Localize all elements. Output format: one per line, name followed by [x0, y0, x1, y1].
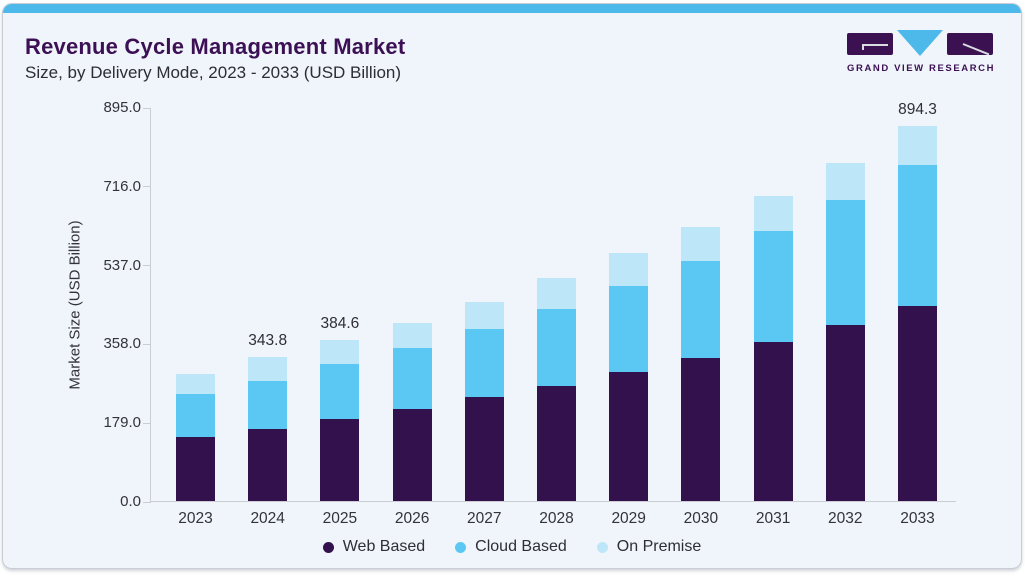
- bar-segment-on-premise: [176, 373, 215, 394]
- bar-segment-cloud-based: [392, 348, 432, 409]
- y-tick-mark: [143, 107, 151, 109]
- page-title: Revenue Cycle Management Market: [25, 34, 406, 59]
- x-tick-label: 2023: [178, 510, 213, 527]
- bar-segment-on-premise: [392, 322, 432, 349]
- bar-segment-web-based: [248, 428, 288, 501]
- x-tick-label: 2032: [828, 510, 863, 527]
- x-tick-label: 2030: [683, 510, 719, 527]
- y-tick-label: 716.0: [103, 177, 141, 195]
- bar-segment-cloud-based: [681, 261, 721, 359]
- logo-v-icon: [897, 29, 943, 56]
- bar-segment-on-premise: [464, 302, 504, 329]
- logo-glyphs: [847, 29, 993, 56]
- y-tick-mark: [143, 422, 151, 424]
- bar-segment-cloud-based: [248, 380, 288, 429]
- chart-card: Revenue Cycle Management Market Size, by…: [2, 3, 1022, 569]
- bar-segment-web-based: [176, 436, 215, 501]
- accent-strip: [3, 4, 1021, 13]
- bar-segment-on-premise: [248, 356, 288, 381]
- bar-segment-cloud-based: [825, 200, 865, 325]
- y-tick-mark: [143, 186, 151, 188]
- bar-segment-on-premise: [609, 253, 649, 286]
- bar-segment-cloud-based: [176, 393, 215, 437]
- y-tick-mark: [143, 265, 151, 267]
- bar-total-label: 343.8: [248, 331, 288, 349]
- legend-label: Cloud Based: [475, 538, 567, 555]
- bar-segment-cloud-based: [898, 165, 937, 307]
- bar-segment-web-based: [537, 385, 576, 501]
- y-tick-mark: [143, 501, 151, 503]
- bar-segment-on-premise: [320, 339, 360, 364]
- legend-dot-icon: [455, 541, 467, 553]
- legend-dot-icon: [322, 541, 334, 553]
- x-tick-label: 2026: [394, 510, 430, 527]
- bar-segment-cloud-based: [609, 285, 649, 373]
- plot-area: 0.0 179.0 358.0 537.0 716.0 895.0 2023 2024 343.…: [103, 99, 956, 527]
- x-tick-label: 2028: [539, 510, 574, 527]
- y-tick-label: 895.0: [103, 99, 141, 116]
- bar-segment-cloud-based: [320, 363, 360, 420]
- bar-segment-web-based: [681, 358, 721, 501]
- x-tick-label: 2031: [755, 510, 791, 527]
- logo-g-icon: [847, 32, 893, 55]
- logo-r-icon: [947, 32, 993, 55]
- x-tick-label: 2027: [467, 510, 502, 527]
- x-tick-label: 2029: [611, 510, 646, 527]
- bar-segment-web-based: [392, 408, 432, 501]
- bar-segment-cloud-based: [753, 230, 793, 343]
- chart-subtitle: Size, by Delivery Mode, 2023 - 2033 (USD…: [25, 63, 402, 82]
- bar-total-label: 384.6: [320, 314, 360, 332]
- grand-view-research-logo: GRAND VIEW RESEARCH: [847, 29, 996, 74]
- chart-legend: Web Based Cloud Based On Premise: [3, 538, 1021, 556]
- bar-segment-on-premise: [681, 227, 721, 262]
- bar-segment-on-premise: [753, 196, 793, 231]
- y-tick-label: 358.0: [103, 335, 141, 353]
- bar-segment-web-based: [464, 396, 504, 501]
- bar-segment-on-premise: [537, 278, 576, 309]
- bar-segment-web-based: [825, 324, 865, 501]
- y-tick-label: 179.0: [103, 414, 141, 432]
- x-tick-label: 2025: [322, 510, 358, 527]
- bar-segment-cloud-based: [464, 328, 504, 397]
- legend-dot-icon: [596, 541, 608, 553]
- bar-segment-web-based: [753, 342, 793, 501]
- y-axis-title: Market Size (USD Billion): [66, 220, 84, 390]
- x-tick-label: 2033: [900, 510, 935, 527]
- legend-item: Web Based: [322, 538, 426, 556]
- bar-segment-on-premise: [825, 163, 865, 201]
- legend-item: Cloud Based: [455, 538, 567, 556]
- y-tick-label: 0.0: [120, 493, 141, 510]
- bar-segment-web-based: [320, 419, 360, 501]
- bar-segment-cloud-based: [537, 308, 576, 386]
- x-tick-label: 2024: [250, 510, 285, 527]
- y-tick-mark: [143, 343, 151, 345]
- bar-segment-web-based: [609, 372, 649, 501]
- legend-label: On Premise: [616, 538, 702, 555]
- y-tick-label: 537.0: [103, 256, 141, 274]
- logo-wordmark: GRAND VIEW RESEARCH: [847, 63, 996, 74]
- legend-item: On Premise: [596, 538, 702, 556]
- bar-total-label: 894.3: [898, 101, 937, 119]
- bar-segment-web-based: [898, 306, 937, 501]
- bar-segment-on-premise: [898, 126, 937, 166]
- legend-label: Web Based: [342, 538, 426, 555]
